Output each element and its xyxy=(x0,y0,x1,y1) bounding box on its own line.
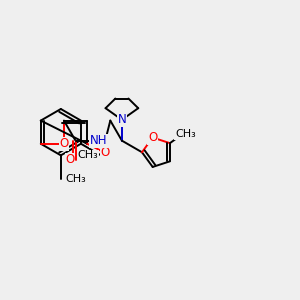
Text: CH₃: CH₃ xyxy=(175,129,196,140)
Text: NH: NH xyxy=(90,134,107,147)
Text: CH₃: CH₃ xyxy=(77,150,98,161)
Text: N: N xyxy=(118,113,126,126)
Text: O: O xyxy=(148,131,157,144)
Text: O: O xyxy=(59,137,69,150)
Text: O: O xyxy=(100,146,110,159)
Text: CH₃: CH₃ xyxy=(65,173,86,184)
Text: O: O xyxy=(66,153,75,166)
